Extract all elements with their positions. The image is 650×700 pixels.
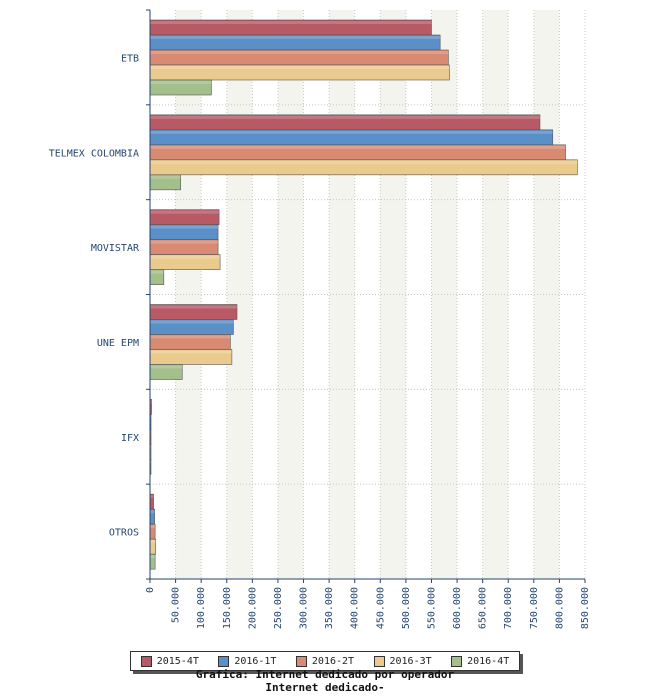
legend-swatch [218,655,230,667]
bar [149,129,554,146]
grid-band [226,10,253,579]
x-tick-label: 600.000 [452,587,463,629]
bar [149,508,155,525]
bar [149,269,165,285]
x-tick-label: 850.000 [580,587,591,629]
bar [149,239,219,255]
grid-lines [150,10,586,579]
bar [149,319,234,335]
x-tick-label: 350.000 [324,587,335,629]
chart-caption: Grafica: Internet dedicado por operador [195,668,455,681]
x-tick-label: 50.000 [171,587,182,623]
x-tick-label: 650.000 [478,587,489,629]
grid-band [329,10,355,579]
bar [149,254,221,270]
legend-swatch [140,655,152,667]
legend-label: 2016-2T [311,655,355,667]
chart-subcaption: Internet dedicado- [265,681,385,694]
legend-item: 2016-2T [295,655,355,667]
legend-label: 2016-1T [234,655,277,667]
x-tick-label: 700.000 [503,587,514,629]
bar [149,224,219,240]
tick-labels: 0 50.000 100.000 150.000 200.000 250.000 300.0… [145,587,591,629]
axes [146,9,586,583]
bar [149,144,566,161]
category-label: ETB [121,53,139,64]
grid-band [277,10,304,579]
x-tick-label: 550.000 [426,587,437,629]
legend-item: 2015-4T [140,655,199,667]
bar [149,34,441,51]
bar [149,349,233,365]
legend-item: 2016-3T [373,655,432,667]
x-tick-label: 750.000 [529,587,540,629]
category-labels: ETB TELMEX COLOMBIA MOVISTAR UNE EPM IFX OTRO… [49,53,140,538]
grid-band [175,10,202,579]
bar [149,553,156,570]
bar [149,64,450,81]
bar [149,79,212,96]
bar [149,493,154,510]
bar [149,209,220,225]
bars [149,19,578,570]
x-tick-label: 100.000 [196,587,207,629]
category-label: MOVISTAR [91,243,140,254]
legend-label: 2016-3T [389,655,432,667]
bar [149,334,231,350]
x-tick-label: 250.000 [273,587,284,629]
legend-item: 2016-4T [451,655,510,667]
legend-swatch [295,655,307,667]
bar [149,19,432,36]
legend-item: 2016-1T [218,655,277,667]
legend-swatch [373,655,385,667]
category-label: IFX [121,433,139,444]
bar [149,364,183,380]
x-tick-label: 0 [145,587,156,593]
x-tick-label: 400.000 [350,587,361,629]
category-label: TELMEX COLOMBIA [49,148,139,159]
x-tick-label: 500.000 [401,587,412,629]
bar [149,174,182,191]
x-tick-label: 200.000 [247,587,258,629]
bar [149,159,578,176]
bar [149,114,541,131]
x-tick-label: 150.000 [222,587,233,629]
x-tick-label: 450.000 [375,587,386,629]
bar [149,523,156,540]
legend: 2015-4T 2016-1T 2016-2T 2016-3T 2016-4T [130,651,520,671]
bar [149,538,156,555]
x-tick-label: 800.000 [554,587,565,629]
category-label: OTROS [109,528,139,539]
legend-label: 2016-4T [467,655,510,667]
bar [149,49,449,66]
legend-label: 2015-4T [156,655,199,667]
category-label: UNE EPM [97,338,139,349]
x-tick-label: 300.000 [299,587,310,629]
bar [149,304,238,320]
legend-swatch [451,655,463,667]
